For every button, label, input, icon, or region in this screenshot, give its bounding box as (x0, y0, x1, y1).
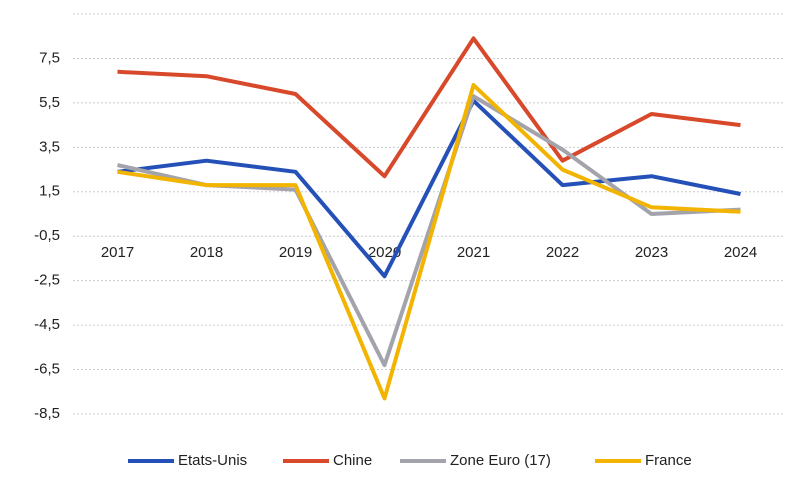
x-tick-label: 2017 (101, 244, 134, 261)
series-line (117, 83, 741, 401)
x-tick-label: 2021 (457, 244, 490, 261)
x-tick-label: 2022 (546, 244, 579, 261)
y-tick-label: -6,5 (34, 361, 60, 378)
y-tick-label: -4,5 (34, 316, 60, 333)
y-tick-label: 3,5 (39, 138, 60, 155)
y-tick-label: 1,5 (39, 183, 60, 200)
y-tick-label: -8,5 (34, 405, 60, 422)
legend-label: Chine (333, 452, 372, 469)
legend-label: Etats-Unis (178, 452, 247, 469)
x-tick-label: 2019 (279, 244, 312, 261)
series-line (117, 36, 741, 179)
x-tick-label: 2024 (724, 244, 757, 261)
y-tick-label: 7,5 (39, 49, 60, 66)
legend-label: France (645, 452, 692, 469)
x-tick-label: 2023 (635, 244, 668, 261)
y-tick-label: -0,5 (34, 227, 60, 244)
x-tick-label: 2018 (190, 244, 223, 261)
y-tick-label: -2,5 (34, 272, 60, 289)
legend-label: Zone Euro (17) (450, 452, 551, 469)
y-tick-label: 5,5 (39, 94, 60, 111)
series-line (117, 98, 741, 279)
